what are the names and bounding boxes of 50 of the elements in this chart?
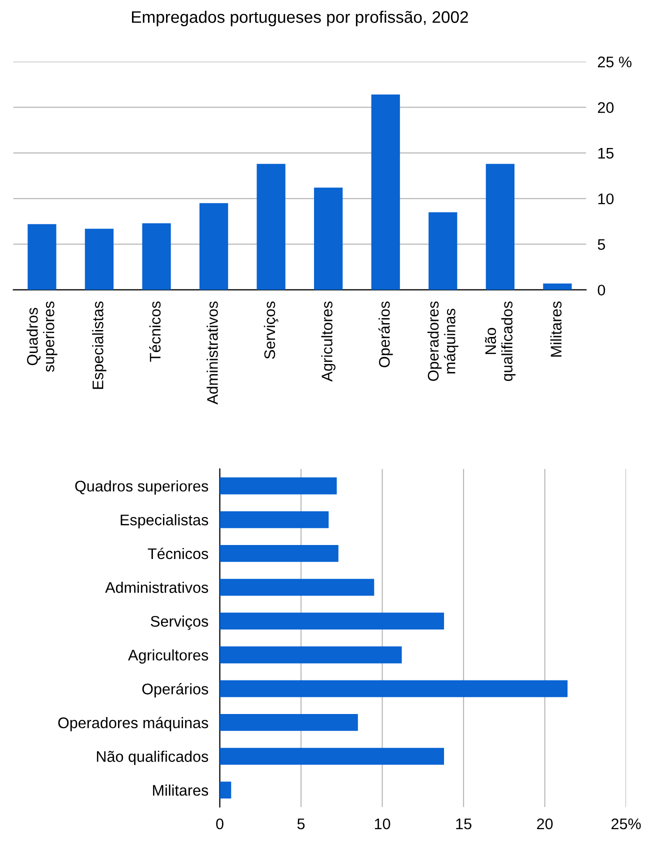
bar [428,212,458,290]
x-tick-label: Não qualificados [484,301,516,381]
x-tick-label: Militares [550,301,562,357]
y-tick-label: Administrativos [105,582,208,593]
x-tick-label: Operadores máquinas [427,301,458,381]
y-tick-label: Operadores máquinas [58,716,208,732]
x-tick-label: 10 [374,818,390,830]
y-tick-label: 5 [598,239,606,250]
chart-title: Empregados portugueses por profissão, 2002 [132,10,468,26]
x-tick-label: Agricultores [321,301,336,382]
bar [256,164,286,290]
y-tick-label: 25 % [598,56,632,68]
y-tick-label: 10 [598,193,614,204]
x-tick-label: 15 [456,818,472,830]
x-tick-label: 20 [537,818,553,830]
y-tick-label: Agricultores [128,649,208,664]
x-tick-label: Serviços [264,301,278,359]
bar [220,714,358,731]
y-tick-label: Quadros superiores [75,480,208,495]
y-tick-label: 15 [598,148,614,159]
bar [220,578,374,596]
bar [543,283,572,290]
y-tick-label: Não qualificados [96,750,208,765]
bar [199,203,228,290]
bar [220,545,338,562]
bar [142,223,171,290]
y-tick-label: 0 [598,284,606,296]
y-tick-label: Militares [153,784,208,796]
bar [220,646,402,664]
bar [84,228,114,290]
bar [220,477,337,494]
y-tick-label: Serviços [150,616,208,630]
bar [220,748,444,765]
bar [486,164,514,290]
x-tick-label: Operários [378,301,393,368]
y-tick-label: Operários [142,683,208,698]
bar [220,680,568,698]
bar [220,612,444,630]
x-tick-label: 25% [612,818,641,830]
x-tick-label: Quadros superiores [26,301,58,372]
bar [220,511,329,528]
x-tick-label: 5 [297,818,305,830]
bar [28,224,56,290]
y-tick-label: Técnicos [148,548,208,560]
y-tick-label: 20 [598,102,614,113]
bar [314,188,343,290]
x-tick-label: 0 [216,818,224,830]
y-tick-label: Especialistas [120,514,208,528]
bar [220,782,232,799]
bar [371,94,400,290]
